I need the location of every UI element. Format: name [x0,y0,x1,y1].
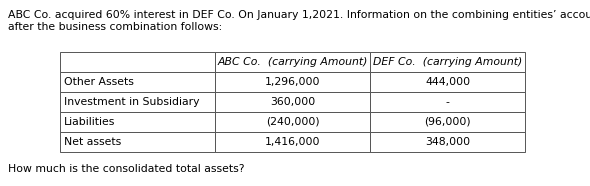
Text: DEF Co.  (carrying Amount): DEF Co. (carrying Amount) [373,57,522,67]
Bar [370,112,525,132]
Bar [215,92,370,112]
Text: 1,416,000: 1,416,000 [265,137,320,147]
Text: Net assets: Net assets [64,137,122,147]
Bar [60,72,215,92]
Text: How much is the consolidated total assets?: How much is the consolidated total asset… [8,164,244,174]
Bar [60,52,215,72]
Text: -: - [445,97,450,107]
Text: 360,000: 360,000 [270,97,315,107]
Bar [215,52,370,72]
Bar [60,112,215,132]
Text: Other Assets: Other Assets [64,77,134,87]
Bar [370,72,525,92]
Bar [60,92,215,112]
Bar [215,112,370,132]
Bar [370,132,525,152]
Text: ABC Co.  (carrying Amount): ABC Co. (carrying Amount) [217,57,368,67]
Text: Liabilities: Liabilities [64,117,116,127]
Text: 348,000: 348,000 [425,137,470,147]
Bar [215,72,370,92]
Bar [370,52,525,72]
Text: ABC Co. acquired 60% interest in DEF Co. On January 1,2021. Information on the c: ABC Co. acquired 60% interest in DEF Co.… [8,10,590,20]
Bar [60,132,215,152]
Bar [370,92,525,112]
Text: 1,296,000: 1,296,000 [265,77,320,87]
Text: after the business combination follows:: after the business combination follows: [8,22,222,32]
Text: 444,000: 444,000 [425,77,470,87]
Text: (240,000): (240,000) [266,117,319,127]
Bar [215,132,370,152]
Text: Investment in Subsidiary: Investment in Subsidiary [64,97,199,107]
Text: (96,000): (96,000) [424,117,471,127]
